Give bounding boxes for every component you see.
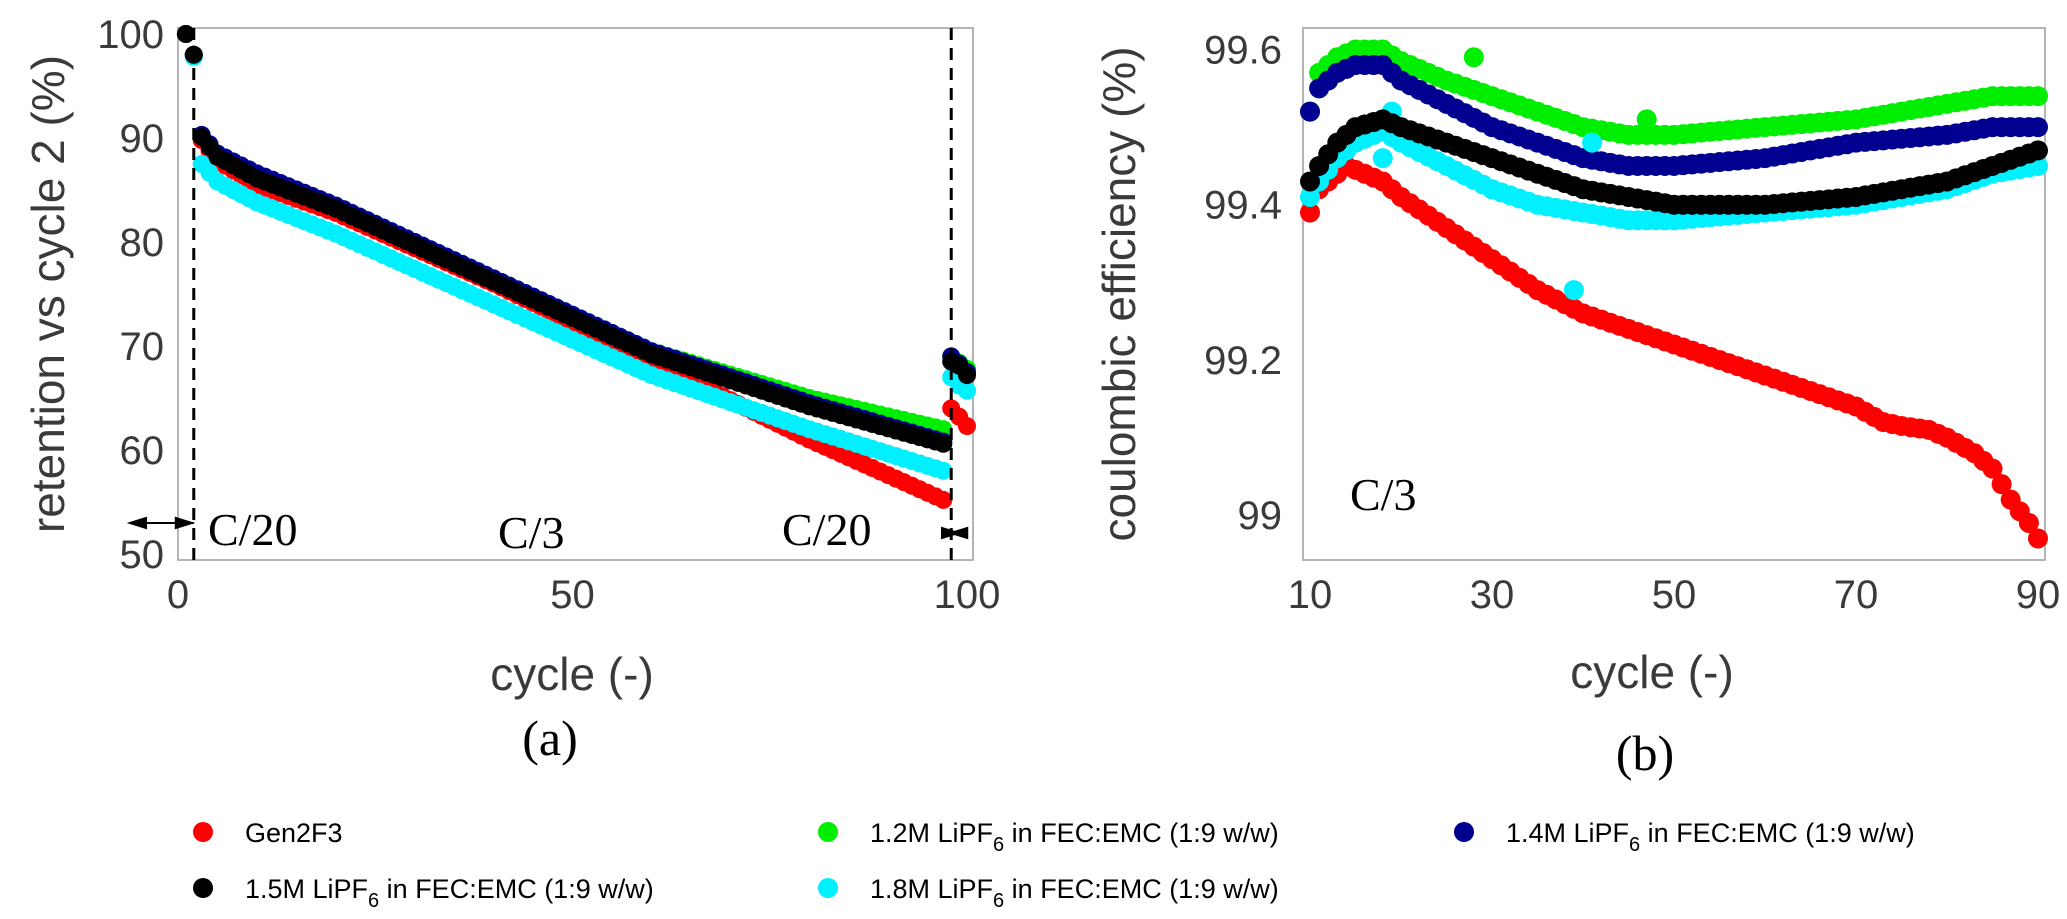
chart-panel-b: 99 99.2 99.4 99.6 10 30 50 70 90 C/3 coulombic … [1093,27,2061,781]
point-b-1-8m [1372,148,1393,169]
plot-frame-b [1302,27,2046,561]
point-b-gen2f3 [1991,474,2012,495]
y-tick-a: 70 [120,325,165,369]
point-b-1-8m [1563,280,1584,301]
y-axis-label-a: retention vs cycle 2 (%) [22,55,74,533]
legend-marker-gen2f3 [193,822,213,842]
panel-label-a: (a) [522,710,578,766]
y-tick-b: 99.6 [1204,29,1282,73]
phase-arrow-left [126,516,196,530]
point-b-1-8m [1582,132,1603,153]
x-tick-b: 50 [1652,573,1697,617]
y-tick-a: 50 [120,533,165,577]
legend-marker-1-4m [1454,822,1474,842]
point-b-gen2f3 [2018,512,2039,533]
y-tick-a: 90 [120,117,165,161]
point-b-1-5m [1300,171,1320,192]
point-a-1-8m [934,461,953,480]
y-tick-b: 99 [1238,494,1283,538]
panel-label-b: (b) [1616,725,1674,781]
data-points-a [176,25,976,509]
x-tick-a: 100 [934,573,1001,617]
y-tick-b: 99.2 [1204,339,1282,383]
point-b-gen2f3 [1982,458,2003,479]
x-tick-a: 0 [167,573,189,617]
point-a-1-5m [176,25,195,43]
point-b-1-2m [1463,47,1484,68]
x-tick-b: 70 [1834,573,1879,617]
point-b-1-4m [2028,117,2048,138]
point-a-1-5m [958,366,976,385]
legend-marker-1-5m [193,878,213,898]
point-b-1-8m [1300,186,1320,207]
legend-marker-1-8m [818,878,838,898]
y-tick-b: 99.4 [1204,184,1282,228]
point-b-1-5m [2028,140,2048,161]
point-b-gen2f3 [2028,528,2048,549]
point-b-gen2f3 [1300,202,1320,223]
x-axis-label-a: cycle (-) [490,648,654,700]
legend-label-1-5m: 1.5M LiPF6 in FEC:EMC (1:9 w/w) [245,874,654,912]
x-tick-a: 50 [550,573,595,617]
y-tick-a: 80 [120,221,165,265]
annotation-c20-right: C/20 [782,504,871,555]
annotation-c20-left: C/20 [208,504,297,555]
x-tick-b: 10 [1288,573,1333,617]
x-tick-b: 90 [2016,573,2061,617]
point-b-1-4m [1300,101,1320,122]
x-tick-b: 30 [1470,573,1515,617]
point-a-1-5m [934,434,953,453]
point-a-gen2f3 [934,490,953,509]
phase-arrow-right [941,526,969,540]
legend: Gen2F3 1.2M LiPF6 in FEC:EMC (1:9 w/w) 1… [193,818,1915,912]
x-tick-labels-a: 0 50 100 [167,573,1001,617]
x-axis-label-b: cycle (-) [1570,646,1734,698]
legend-label-gen2f3: Gen2F3 [245,818,343,848]
y-tick-labels-b: 99 99.2 99.4 99.6 [1204,29,1282,539]
y-axis-label-b: coulombic efficiency (%) [1093,46,1145,541]
x-tick-labels-b: 10 30 50 70 90 [1288,573,2061,617]
legend-label-1-8m: 1.8M LiPF6 in FEC:EMC (1:9 w/w) [870,874,1279,912]
data-points-b [1300,39,2048,549]
plot-frame-a [177,27,974,561]
annotation-c3-b: C/3 [1350,469,1416,520]
phase-lines-a [126,28,969,560]
y-tick-a: 100 [97,13,164,57]
legend-marker-1-2m [818,822,838,842]
point-a-gen2f3 [958,417,976,436]
annotation-c3-a: C/3 [498,507,564,558]
legend-label-1-2m: 1.2M LiPF6 in FEC:EMC (1:9 w/w) [870,818,1279,856]
y-tick-a: 60 [120,429,165,473]
point-b-1-2m [1636,109,1657,130]
point-a-1-8m [958,381,976,400]
y-tick-labels-a: 50 60 70 80 90 100 [97,13,164,577]
legend-label-1-4m: 1.4M LiPF6 in FEC:EMC (1:9 w/w) [1506,818,1915,856]
point-b-1-2m [2028,86,2048,107]
